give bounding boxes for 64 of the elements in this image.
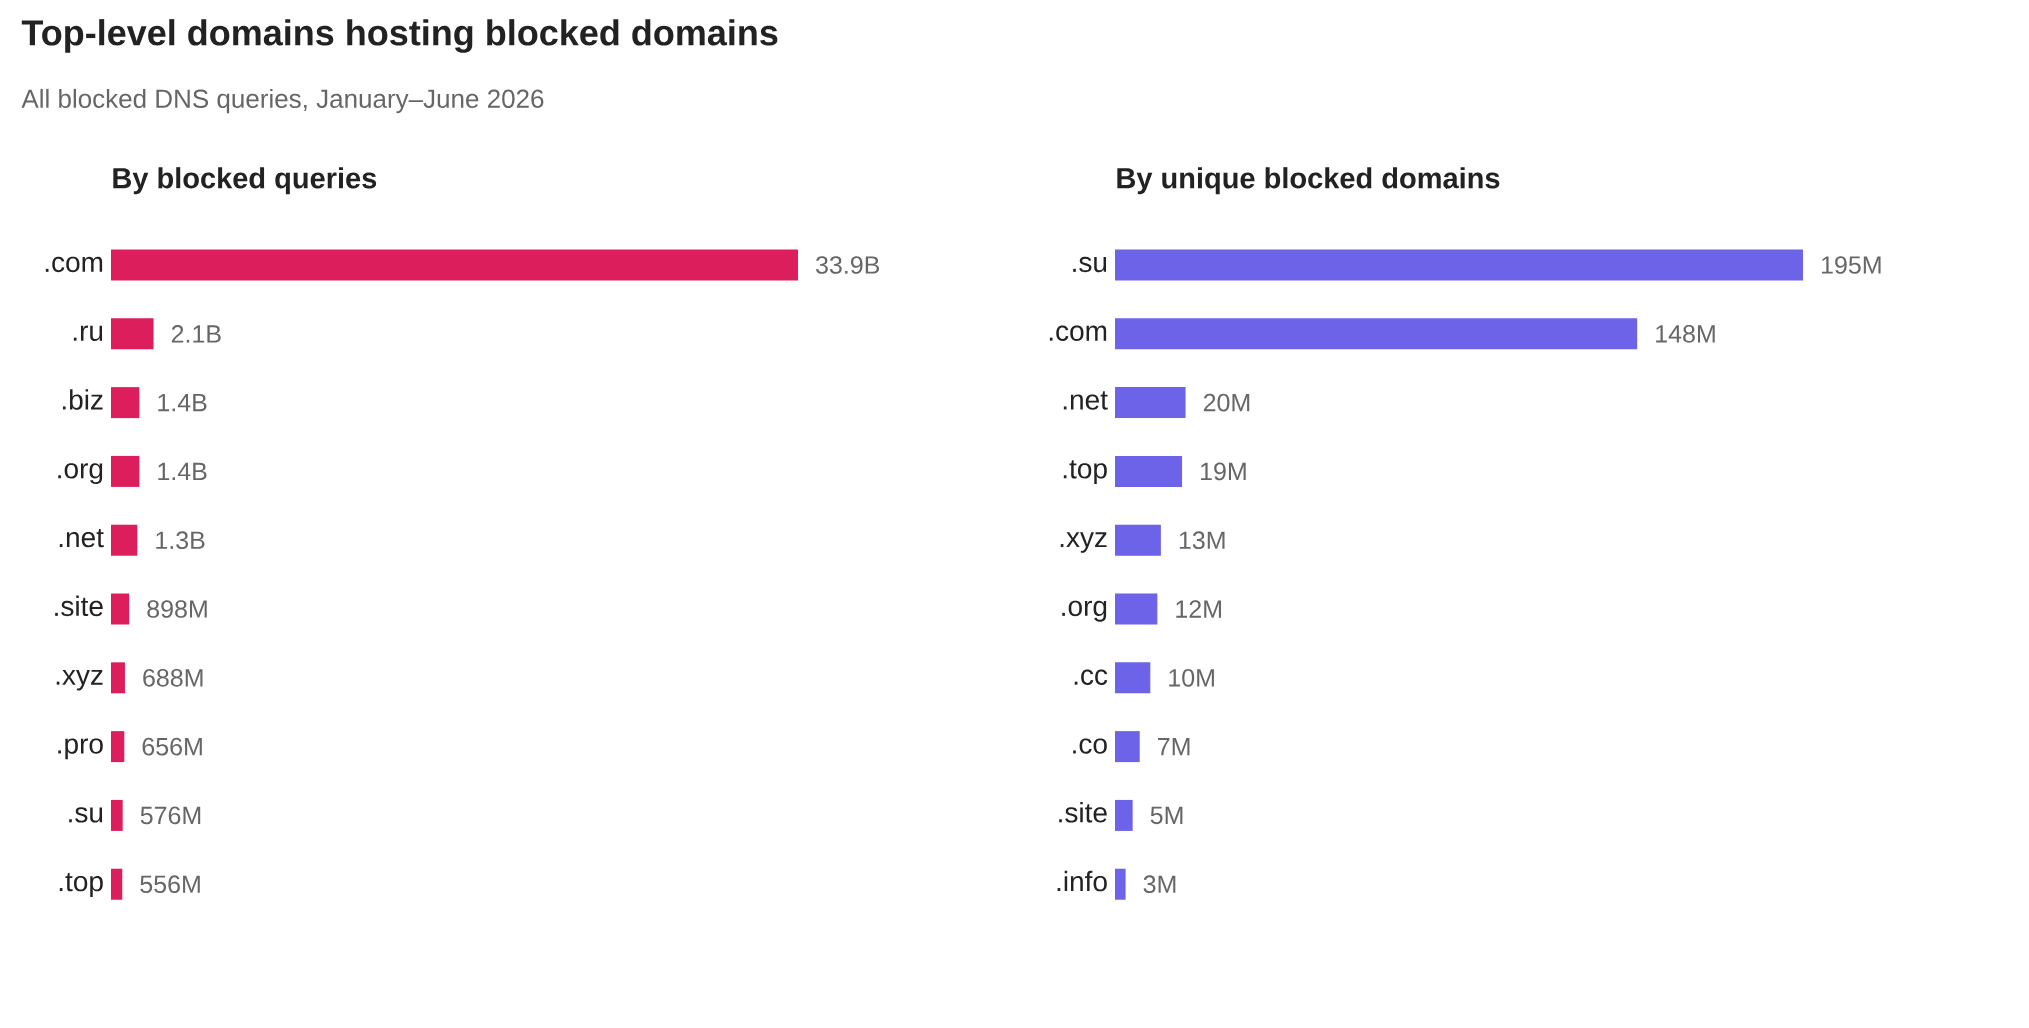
bar	[1115, 318, 1638, 350]
y-tick-label: .site	[55, 595, 103, 617]
y-tick-label: .xyz	[1060, 532, 1107, 553]
bar	[1115, 868, 1126, 900]
y-tick-label: .su	[69, 807, 103, 823]
bar	[1115, 662, 1151, 694]
data-label: 5M	[1150, 806, 1183, 825]
text: Top-level domains hosting blocked domains	[21, 19, 778, 53]
bar	[111, 318, 154, 350]
data-label: 148M	[1656, 324, 1715, 343]
data-label: 576M	[140, 806, 201, 825]
bar	[111, 868, 123, 900]
data-label: 2.1B	[171, 325, 221, 343]
y-tick-label: .top	[59, 872, 103, 897]
y-tick-label: .com	[45, 256, 103, 273]
bar	[111, 249, 799, 281]
y-tick-label: .biz	[62, 389, 103, 410]
bar	[111, 799, 123, 831]
data-label: 1.4B	[158, 394, 207, 412]
data-label: 688M	[143, 668, 203, 687]
bar	[111, 455, 140, 487]
bar	[111, 524, 138, 556]
bar	[1115, 387, 1186, 419]
bar	[1115, 455, 1183, 487]
bar	[111, 662, 125, 694]
y-tick-label: .net	[1063, 391, 1108, 410]
y-tick-label: .pro	[58, 738, 103, 760]
y-tick-label: .cc	[1074, 669, 1108, 685]
bar	[1115, 731, 1140, 763]
bar	[111, 387, 140, 419]
y-tick-label: .ru	[73, 325, 103, 341]
text: All blocked DNS queries, January–June 2026	[21, 88, 544, 114]
chart-title: By blocked queries	[113, 167, 377, 195]
y-tick-label: .site	[1059, 801, 1107, 823]
data-label: 20M	[1203, 393, 1250, 412]
bar	[1115, 249, 1804, 281]
data-label: 1.3B	[156, 531, 205, 550]
y-tick-label: .top	[1063, 460, 1107, 485]
data-label: 1.4B	[158, 462, 207, 481]
data-label: 656M	[142, 737, 202, 756]
data-label: 898M	[147, 600, 207, 618]
chart-title: By unique blocked domains	[1117, 167, 1500, 195]
bar	[111, 593, 130, 625]
data-label: 12M	[1176, 600, 1221, 618]
bar	[1115, 799, 1133, 831]
y-tick-label: .com	[1049, 325, 1107, 341]
data-label: 13M	[1179, 531, 1225, 550]
y-tick-label: .xyz	[56, 669, 103, 691]
data-label: 556M	[140, 875, 200, 894]
y-tick-label: .org	[58, 463, 103, 485]
y-tick-label: .su	[1073, 256, 1107, 273]
data-label: 33.9B	[815, 256, 880, 274]
bar	[1115, 593, 1158, 625]
y-tick-label: .info	[1057, 870, 1107, 892]
y-tick-label: .co	[1073, 738, 1107, 754]
data-label: 19M	[1201, 462, 1246, 481]
data-label: 7M	[1158, 738, 1190, 756]
bar	[1115, 524, 1161, 556]
y-tick-label: .org	[1062, 600, 1107, 622]
y-tick-label: .net	[59, 528, 104, 548]
data-label: 10M	[1169, 668, 1214, 687]
data-label: 195M	[1821, 256, 1881, 274]
data-label: 3M	[1143, 875, 1176, 894]
bar	[111, 731, 125, 763]
